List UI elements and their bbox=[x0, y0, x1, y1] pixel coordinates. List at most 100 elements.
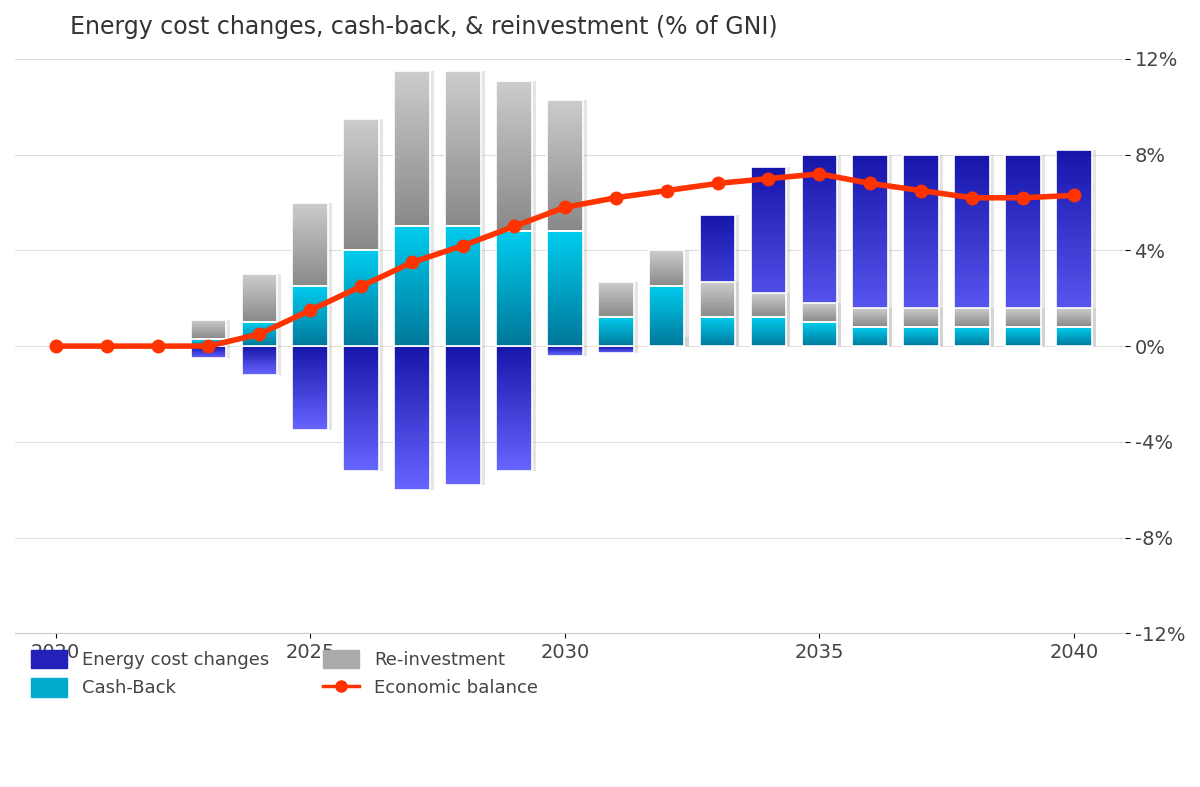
Bar bbox=[395, 242, 430, 246]
Bar bbox=[445, 107, 481, 113]
Bar bbox=[751, 315, 786, 316]
Bar bbox=[751, 303, 786, 304]
Bar bbox=[445, 302, 481, 306]
Bar bbox=[751, 335, 786, 337]
Bar bbox=[598, 317, 634, 346]
Bar bbox=[649, 338, 684, 340]
Bar bbox=[649, 286, 684, 346]
Bar bbox=[700, 342, 736, 346]
Bar bbox=[649, 286, 684, 288]
Bar bbox=[343, 150, 379, 154]
Bar bbox=[802, 155, 838, 346]
Bar bbox=[395, 227, 430, 231]
Bar bbox=[445, 360, 481, 364]
Bar bbox=[496, 111, 532, 116]
Bar bbox=[241, 346, 277, 375]
Bar bbox=[395, 379, 430, 384]
Bar bbox=[343, 202, 379, 206]
Bar bbox=[954, 289, 990, 295]
Bar bbox=[496, 416, 532, 421]
Bar bbox=[395, 283, 430, 286]
Bar bbox=[649, 288, 684, 290]
Bar bbox=[547, 346, 583, 356]
Bar bbox=[445, 201, 481, 205]
Bar bbox=[395, 254, 430, 258]
Bar bbox=[293, 238, 328, 242]
Bar bbox=[1006, 187, 1040, 193]
Bar bbox=[496, 346, 532, 471]
Bar bbox=[802, 238, 838, 244]
Bar bbox=[445, 113, 481, 117]
Bar bbox=[1006, 308, 1040, 327]
Bar bbox=[496, 438, 532, 442]
Bar bbox=[343, 298, 379, 301]
Bar bbox=[700, 343, 736, 344]
Bar bbox=[343, 445, 379, 450]
Bar bbox=[293, 290, 328, 292]
Bar bbox=[598, 346, 634, 353]
Bar bbox=[700, 330, 736, 331]
Bar bbox=[496, 458, 532, 462]
Bar bbox=[751, 209, 786, 215]
Bar bbox=[293, 227, 328, 231]
Bar bbox=[445, 185, 481, 190]
Bar bbox=[241, 303, 277, 305]
Bar bbox=[751, 332, 786, 333]
Bar bbox=[343, 317, 379, 320]
Bar bbox=[445, 388, 481, 393]
Bar bbox=[649, 322, 684, 324]
Bar bbox=[852, 334, 888, 340]
Bar bbox=[598, 284, 634, 285]
Bar bbox=[293, 301, 328, 302]
Bar bbox=[598, 323, 634, 324]
Bar bbox=[649, 302, 684, 305]
Bar bbox=[1006, 289, 1040, 295]
Bar bbox=[802, 193, 838, 199]
Bar bbox=[547, 192, 583, 196]
Bar bbox=[1006, 231, 1040, 238]
Bar bbox=[751, 317, 786, 346]
Bar bbox=[343, 416, 379, 421]
Bar bbox=[904, 314, 938, 320]
Bar bbox=[649, 312, 684, 314]
Bar bbox=[343, 283, 379, 286]
Bar bbox=[700, 316, 736, 317]
Bar bbox=[445, 420, 481, 425]
Bar bbox=[445, 364, 481, 369]
Bar bbox=[751, 311, 786, 312]
Bar bbox=[293, 410, 328, 413]
Bar bbox=[343, 289, 379, 292]
Bar bbox=[547, 239, 583, 242]
Bar bbox=[1056, 254, 1092, 261]
Bar bbox=[496, 191, 532, 196]
Bar bbox=[395, 432, 430, 437]
Bar bbox=[703, 282, 739, 317]
Bar bbox=[496, 320, 532, 323]
Bar bbox=[241, 331, 277, 332]
Bar bbox=[700, 241, 736, 246]
Bar bbox=[496, 216, 532, 221]
Bar bbox=[751, 302, 786, 303]
Bar bbox=[293, 402, 328, 405]
Bar bbox=[496, 442, 532, 445]
Bar bbox=[547, 161, 583, 165]
Bar bbox=[802, 161, 838, 168]
Bar bbox=[1006, 212, 1040, 219]
Bar bbox=[445, 290, 481, 294]
Bar bbox=[445, 221, 481, 227]
Bar bbox=[751, 333, 786, 334]
Bar bbox=[751, 220, 786, 227]
Bar bbox=[649, 301, 684, 302]
Bar bbox=[700, 224, 736, 227]
Bar bbox=[395, 427, 430, 432]
Bar bbox=[395, 298, 430, 302]
Bar bbox=[904, 308, 938, 327]
Bar bbox=[802, 335, 838, 336]
Bar bbox=[653, 337, 689, 346]
Bar bbox=[700, 320, 736, 321]
Bar bbox=[293, 336, 328, 338]
Bar bbox=[700, 321, 736, 322]
Bar bbox=[649, 253, 684, 254]
Bar bbox=[700, 342, 736, 343]
Bar bbox=[395, 216, 430, 221]
